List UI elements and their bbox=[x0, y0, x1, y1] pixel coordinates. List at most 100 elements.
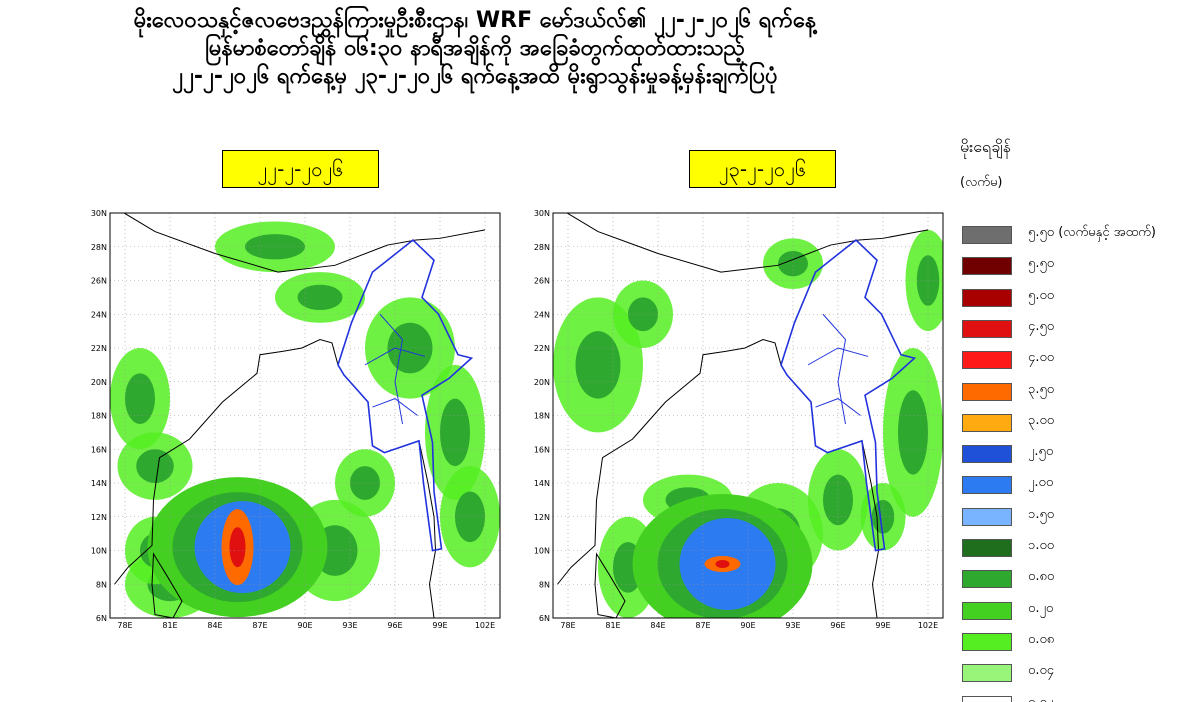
legend-swatch bbox=[962, 664, 1012, 683]
map-content bbox=[110, 213, 500, 618]
legend-swatch bbox=[962, 507, 1012, 526]
lat-tick-label: 24N bbox=[534, 310, 550, 319]
legend-swatch bbox=[962, 476, 1012, 495]
rain-area bbox=[916, 255, 940, 306]
rain-area bbox=[715, 560, 730, 568]
rain-area bbox=[229, 527, 246, 568]
rain-area bbox=[350, 466, 380, 500]
lon-tick-label: 90E bbox=[297, 621, 312, 630]
rain-area bbox=[898, 390, 928, 475]
legend-label: ၃.၅၀ bbox=[1028, 381, 1055, 397]
rain-area bbox=[628, 297, 658, 332]
myanmar-outline bbox=[780, 238, 917, 552]
coastline bbox=[557, 339, 880, 618]
lat-tick-label: 10N bbox=[91, 547, 107, 556]
lon-tick-label: 87E bbox=[252, 621, 267, 630]
lat-tick-label: 10N bbox=[534, 547, 550, 556]
lat-tick-label: 30N bbox=[91, 209, 107, 218]
legend-swatch bbox=[962, 413, 1012, 432]
lon-tick-label: 99E bbox=[875, 621, 890, 630]
title-line: ၂၂-၂-၂၀၂၆ ရက်နေ့မှ ၂၃-၂-၂၀၂၆ ရက်နေ့အထိ မ… bbox=[172, 64, 778, 89]
lat-tick-label: 28N bbox=[91, 243, 107, 252]
lat-tick-label: 20N bbox=[534, 378, 550, 387]
lat-tick-label: 8N bbox=[539, 580, 550, 589]
lat-tick-label: 6N bbox=[96, 614, 107, 623]
legend-label: ၂.၅၀ bbox=[1028, 444, 1054, 460]
legend-label: ၀.၂၀ bbox=[1028, 600, 1054, 616]
myanmar-regions bbox=[807, 313, 869, 425]
lat-tick-label: 12N bbox=[534, 513, 550, 522]
legend-label: ၄.၅၀ bbox=[1028, 318, 1055, 334]
legend-label: ၄.၀၀ bbox=[1028, 350, 1055, 366]
coastline bbox=[151, 552, 183, 618]
rain-area bbox=[440, 398, 470, 467]
map-frame bbox=[552, 212, 944, 619]
panel-label: ၂၂-၂-၂၀၂၆ bbox=[222, 150, 379, 188]
lat-tick-label: 8N bbox=[96, 580, 107, 589]
legend-swatch bbox=[962, 445, 1012, 464]
lat-tick-label: 14N bbox=[534, 479, 550, 488]
rain-area bbox=[823, 474, 853, 526]
lat-tick-label: 20N bbox=[91, 378, 107, 387]
coastline bbox=[114, 339, 437, 618]
title-line: မြန်မာစံတော်ချိန် ၀၆:၃၀ နာရီအချိန်ကို အခ… bbox=[205, 36, 745, 61]
legend-label: ၂.၀၀ bbox=[1028, 475, 1054, 491]
legend-swatch bbox=[962, 226, 1012, 244]
legend-swatch bbox=[962, 539, 1012, 557]
lon-tick-label: 102E bbox=[918, 621, 938, 630]
lat-tick-label: 18N bbox=[91, 412, 107, 421]
legend-swatch bbox=[962, 257, 1012, 276]
lon-tick-label: 87E bbox=[695, 621, 710, 630]
lat-tick-label: 18N bbox=[534, 412, 550, 421]
legend-label: ၁.၀၀ bbox=[1028, 538, 1055, 553]
legend-swatch bbox=[962, 319, 1012, 338]
lon-tick-label: 81E bbox=[605, 621, 620, 630]
lon-tick-label: 99E bbox=[432, 621, 447, 630]
lat-tick-label: 16N bbox=[91, 445, 107, 454]
lon-tick-label: 81E bbox=[162, 621, 177, 630]
rain-area bbox=[125, 373, 155, 424]
rain-area bbox=[136, 449, 174, 483]
lat-tick-label: 12N bbox=[91, 513, 107, 522]
map-panel: 30N 28N 26N 24N 22N 20N 18N 16N 14N 12N 10N 8N 6N 78E… bbox=[534, 209, 944, 630]
map-content bbox=[553, 213, 943, 618]
lat-tick-label: 14N bbox=[91, 479, 107, 488]
lat-tick-label: 30N bbox=[534, 209, 550, 218]
lon-tick-label: 90E bbox=[740, 621, 755, 630]
lat-tick-label: 6N bbox=[539, 614, 550, 623]
map-panel: 30N 28N 26N 24N 22N 20N 18N 16N 14N 12N 10N 8N 6N 78E… bbox=[91, 209, 501, 630]
legend-swatch bbox=[962, 382, 1012, 401]
border bbox=[123, 213, 486, 273]
rain-area bbox=[297, 284, 343, 311]
rain-area bbox=[575, 331, 621, 399]
lon-tick-label: 102E bbox=[475, 621, 495, 630]
legend-label: ၀.၀၂ bbox=[1028, 694, 1054, 702]
lat-tick-label: 22N bbox=[91, 344, 107, 353]
legend-label: ၀.၀၈ bbox=[1028, 631, 1055, 647]
lon-tick-label: 84E bbox=[207, 621, 222, 630]
myanmar-outline bbox=[337, 238, 474, 552]
coastline bbox=[594, 552, 626, 618]
lat-tick-label: 24N bbox=[91, 310, 107, 319]
lat-tick-label: 16N bbox=[534, 445, 550, 454]
legend-label: ၁.၅၀ bbox=[1028, 506, 1055, 522]
legend-swatch bbox=[962, 570, 1012, 589]
lon-tick-label: 96E bbox=[830, 621, 845, 630]
legend-unit: (လက်မ) bbox=[960, 175, 1003, 190]
lon-tick-label: 78E bbox=[117, 621, 132, 630]
legend-title: မိုးရေချိန် bbox=[960, 137, 1011, 156]
legend-swatch bbox=[962, 288, 1012, 307]
lat-tick-label: 26N bbox=[91, 277, 107, 286]
legend-label: ၅.၅၀ (လက်မနှင့် အထက်) bbox=[1028, 225, 1156, 240]
lon-tick-label: 93E bbox=[785, 621, 800, 630]
legend-swatch bbox=[962, 632, 1012, 651]
legend-swatch bbox=[962, 351, 1012, 370]
panel-label: ၂၃-၂-၂၀၂၆ bbox=[689, 150, 836, 188]
lat-tick-label: 22N bbox=[534, 344, 550, 353]
legend-swatch bbox=[962, 695, 1012, 702]
rain-area bbox=[778, 250, 808, 277]
legend-label: ၅.၀၀ bbox=[1028, 287, 1055, 303]
legend-label: ၃.၀၀ bbox=[1028, 412, 1055, 428]
lon-tick-label: 93E bbox=[342, 621, 357, 630]
